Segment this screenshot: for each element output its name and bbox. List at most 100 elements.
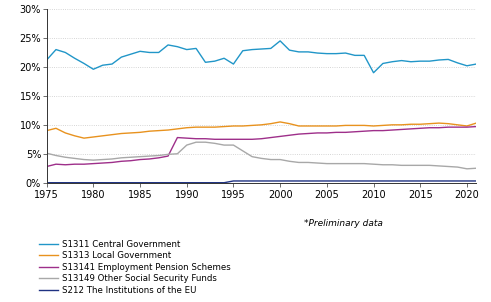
S1313 Local Government — [324, 124, 330, 128]
S13141 Employment Pension Schemes — [184, 136, 190, 140]
S13141 Employment Pension Schemes — [287, 133, 293, 137]
S212 The Institutions of the EU — [436, 179, 442, 183]
S1313 Local Government — [371, 124, 377, 128]
S13149 Other Social Security Funds — [296, 161, 302, 164]
S13149 Other Social Security Funds — [259, 156, 265, 160]
S1311 Central Government — [156, 51, 162, 54]
S1313 Local Government — [445, 122, 451, 126]
S13149 Other Social Security Funds — [445, 165, 451, 168]
S13149 Other Social Security Funds — [455, 165, 461, 169]
S1313 Local Government — [417, 122, 423, 126]
S1311 Central Government — [427, 59, 433, 63]
S212 The Institutions of the EU — [221, 181, 227, 185]
S212 The Institutions of the EU — [156, 181, 162, 185]
S212 The Institutions of the EU — [174, 181, 180, 185]
S212 The Institutions of the EU — [62, 181, 68, 185]
S1311 Central Government — [184, 48, 190, 51]
S1311 Central Government — [380, 62, 386, 65]
S1313 Local Government — [109, 133, 115, 137]
Line: S1313 Local Government: S1313 Local Government — [47, 122, 476, 138]
S13149 Other Social Security Funds — [90, 158, 96, 162]
S1313 Local Government — [408, 122, 414, 126]
S1313 Local Government — [72, 134, 78, 138]
S212 The Institutions of the EU — [81, 181, 87, 185]
S1311 Central Government — [352, 53, 358, 57]
S13149 Other Social Security Funds — [464, 167, 470, 171]
S1311 Central Government — [399, 59, 405, 63]
S13149 Other Social Security Funds — [109, 157, 115, 161]
S1313 Local Government — [118, 132, 124, 135]
S13149 Other Social Security Funds — [100, 158, 106, 161]
S212 The Institutions of the EU — [408, 179, 414, 183]
S1313 Local Government — [287, 122, 293, 126]
S1311 Central Government — [343, 51, 349, 55]
S13141 Employment Pension Schemes — [371, 129, 377, 132]
S212 The Institutions of the EU — [118, 181, 124, 185]
S13149 Other Social Security Funds — [128, 156, 134, 159]
S1311 Central Government — [44, 58, 50, 62]
S13149 Other Social Security Funds — [118, 156, 124, 160]
S212 The Institutions of the EU — [44, 181, 50, 185]
S13149 Other Social Security Funds — [81, 158, 87, 161]
S1313 Local Government — [230, 124, 236, 128]
S1311 Central Government — [81, 62, 87, 65]
S13141 Employment Pension Schemes — [408, 127, 414, 131]
S13149 Other Social Security Funds — [436, 164, 442, 168]
S13141 Employment Pension Schemes — [72, 162, 78, 166]
S13149 Other Social Security Funds — [324, 162, 330, 165]
S1313 Local Government — [277, 120, 283, 124]
S13141 Employment Pension Schemes — [62, 163, 68, 167]
S1313 Local Government — [296, 124, 302, 128]
S13141 Employment Pension Schemes — [146, 157, 152, 161]
S13141 Employment Pension Schemes — [296, 132, 302, 136]
S212 The Institutions of the EU — [128, 181, 134, 185]
S13149 Other Social Security Funds — [305, 161, 311, 164]
S1311 Central Government — [473, 62, 479, 66]
S13141 Employment Pension Schemes — [464, 125, 470, 129]
S212 The Institutions of the EU — [72, 181, 78, 185]
S13149 Other Social Security Funds — [343, 162, 349, 165]
S13141 Employment Pension Schemes — [380, 129, 386, 132]
S13141 Employment Pension Schemes — [455, 125, 461, 129]
S13149 Other Social Security Funds — [249, 155, 255, 159]
S212 The Institutions of the EU — [455, 179, 461, 183]
S1313 Local Government — [380, 124, 386, 127]
S1313 Local Government — [427, 122, 433, 126]
S1311 Central Government — [315, 51, 321, 55]
S13149 Other Social Security Funds — [408, 164, 414, 167]
S1311 Central Government — [212, 59, 218, 63]
S1311 Central Government — [277, 39, 283, 43]
S212 The Institutions of the EU — [240, 179, 246, 183]
S212 The Institutions of the EU — [315, 179, 321, 183]
S13149 Other Social Security Funds — [417, 164, 423, 167]
S212 The Institutions of the EU — [464, 179, 470, 183]
S13141 Employment Pension Schemes — [417, 127, 423, 130]
S13141 Employment Pension Schemes — [333, 130, 339, 134]
S13149 Other Social Security Funds — [352, 162, 358, 165]
S1313 Local Government — [165, 128, 171, 132]
S212 The Institutions of the EU — [417, 179, 423, 183]
S212 The Institutions of the EU — [352, 179, 358, 183]
S13149 Other Social Security Funds — [230, 143, 236, 147]
S13149 Other Social Security Funds — [380, 163, 386, 167]
S1311 Central Government — [128, 53, 134, 56]
S13149 Other Social Security Funds — [202, 140, 208, 144]
S13141 Employment Pension Schemes — [324, 131, 330, 135]
S13141 Employment Pension Schemes — [81, 162, 87, 166]
S1311 Central Government — [221, 56, 227, 60]
S1311 Central Government — [287, 48, 293, 52]
S1313 Local Government — [333, 124, 339, 128]
S13149 Other Social Security Funds — [427, 164, 433, 167]
S13149 Other Social Security Funds — [44, 151, 50, 155]
S212 The Institutions of the EU — [146, 181, 152, 185]
S212 The Institutions of the EU — [184, 181, 190, 185]
S13141 Employment Pension Schemes — [174, 136, 180, 140]
S13141 Employment Pension Schemes — [389, 128, 395, 132]
Line: S1311 Central Government: S1311 Central Government — [47, 41, 476, 73]
S1311 Central Government — [230, 62, 236, 66]
Line: S212 The Institutions of the EU: S212 The Institutions of the EU — [47, 181, 476, 183]
S13141 Employment Pension Schemes — [343, 130, 349, 134]
S1313 Local Government — [343, 124, 349, 127]
S13141 Employment Pension Schemes — [277, 135, 283, 138]
S1311 Central Government — [333, 52, 339, 56]
